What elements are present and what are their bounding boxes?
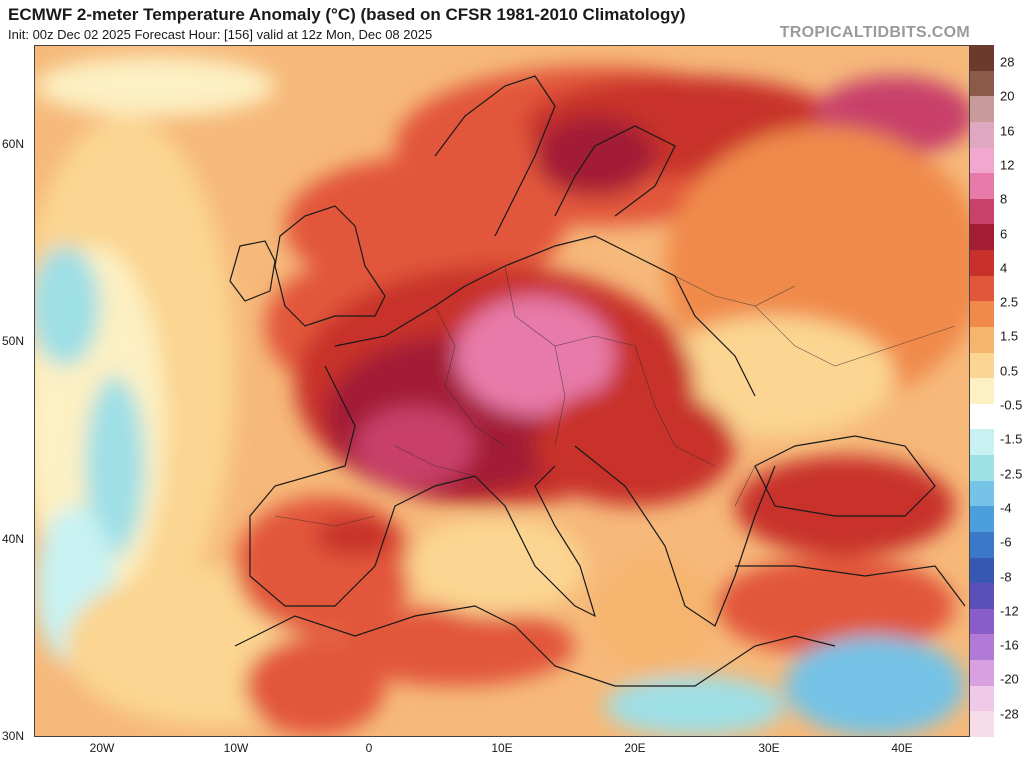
legend-swatch [970, 45, 994, 71]
ireland-outline [229, 240, 276, 302]
legend-swatch [970, 121, 994, 148]
legend-swatch [970, 455, 994, 481]
legend-swatch [970, 224, 994, 250]
legend-swatch [970, 301, 994, 327]
lon-label-0: 0 [365, 741, 373, 755]
legend-swatch [970, 608, 994, 635]
legend-swatch [970, 660, 994, 686]
legend-label: 20 [1000, 88, 1015, 104]
legend-swatch [970, 480, 994, 507]
lon-label-30e: 30E [758, 741, 780, 755]
iberia-france-coast [249, 365, 476, 607]
anatolia-coast [735, 565, 966, 607]
legend-label: -8 [1000, 569, 1012, 584]
legend-label: -0.5 [1000, 397, 1023, 413]
legend-swatch [970, 711, 994, 737]
anomaly-map [34, 45, 970, 737]
legend-swatch [970, 429, 994, 455]
legend-label: -6 [1000, 534, 1012, 550]
lat-label-30n: 30N [2, 729, 25, 743]
legend-label: -1.5 [1000, 431, 1023, 447]
lon-label-20w: 20W [89, 741, 115, 755]
lon-label-40e: 40E [891, 741, 913, 755]
north-africa-coast [234, 605, 836, 687]
lon-label-10w: 10W [223, 741, 249, 755]
lat-label-40n: 40N [2, 532, 25, 546]
legend-label: 6 [1000, 226, 1008, 241]
legend-swatch [970, 198, 994, 225]
legend-label: -20 [1000, 671, 1019, 687]
legend-swatch [970, 583, 994, 609]
legend-label: -2.5 [1000, 466, 1023, 482]
legend-label: 2.5 [1000, 294, 1019, 310]
legend-swatch [970, 685, 994, 712]
legend-label: 8 [1000, 191, 1008, 207]
country-borders [274, 265, 956, 527]
site-watermark: TROPICALTIDBITS.COM [779, 24, 970, 41]
baltic-outline [554, 125, 676, 217]
legend-label: 16 [1000, 123, 1015, 139]
legend-swatch [970, 275, 994, 302]
legend-swatch [970, 506, 994, 532]
scandinavia-outline [434, 75, 556, 237]
legend-label: 4 [1000, 260, 1008, 276]
legend-swatch [970, 378, 994, 404]
lon-label-20e: 20E [624, 741, 646, 755]
forecast-info: Init: 00z Dec 02 2025 Forecast Hour: [15… [8, 27, 433, 42]
legend-swatch [970, 557, 994, 584]
legend-swatch [970, 326, 994, 353]
balkans-coast [574, 445, 776, 627]
anomaly-field [35, 56, 969, 736]
legend-swatch [970, 96, 994, 122]
map-canvas [35, 46, 969, 736]
legend-swatch [970, 173, 994, 199]
lat-label-60n: 60N [2, 137, 25, 151]
north-coast-outline [334, 235, 756, 397]
lat-label-50n: 50N [2, 334, 25, 348]
legend-swatch [970, 403, 994, 430]
black-sea-outline [754, 435, 936, 517]
legend-label: 1.5 [1000, 328, 1019, 344]
legend-label: -28 [1000, 706, 1019, 722]
legend-label: 28 [1000, 54, 1015, 70]
color-legend [970, 45, 994, 737]
coastlines [229, 75, 966, 687]
legend-label: -16 [1000, 637, 1019, 653]
legend-label: -12 [1000, 603, 1019, 619]
legend-label: 0.5 [1000, 363, 1019, 379]
lon-label-10e: 10E [491, 741, 513, 755]
map-title: ECMWF 2-meter Temperature Anomaly (°C) (… [8, 5, 686, 24]
legend-swatch [970, 70, 994, 97]
legend-swatch [970, 147, 994, 174]
italy-outline [474, 465, 596, 618]
legend-swatch [970, 531, 994, 558]
legend-label: 12 [1000, 157, 1015, 173]
great-britain-outline [274, 205, 386, 327]
legend-swatch [970, 250, 994, 276]
legend-label: -4 [1000, 500, 1012, 516]
legend-swatch [970, 634, 994, 660]
legend-swatch [970, 352, 994, 379]
